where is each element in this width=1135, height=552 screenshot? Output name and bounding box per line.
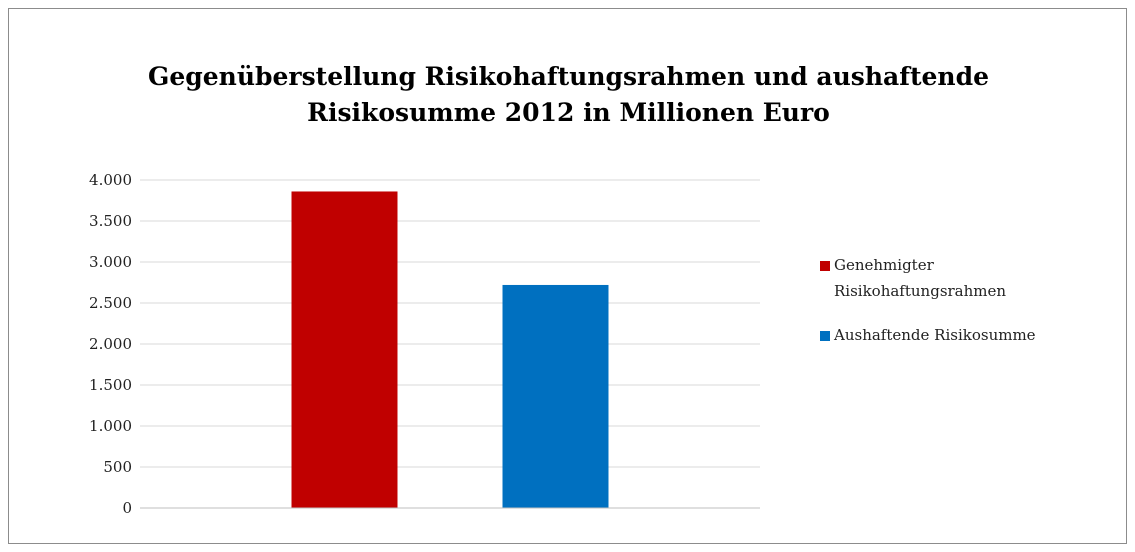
legend-swatch xyxy=(820,331,830,341)
legend-label: Genehmigter Risikohaftungsrahmen xyxy=(834,256,1007,300)
legend-label: Aushaftende Risikosumme xyxy=(834,326,1036,344)
bar-genehmigter-risikohaftungsrahmen xyxy=(291,191,398,509)
bars xyxy=(291,191,609,509)
gridlines xyxy=(140,179,760,509)
bar-aushaftende-risikosumme xyxy=(502,284,609,508)
y-tick-label: 0 xyxy=(122,499,132,517)
y-tick-label: 2.500 xyxy=(89,294,132,312)
chart-title-line-2: Risikosumme 2012 in Millionen Euro xyxy=(307,98,830,127)
y-tick-label: 4.000 xyxy=(89,171,132,189)
y-tick-label: 1.500 xyxy=(89,376,132,394)
y-tick-label: 3.000 xyxy=(89,253,132,271)
y-tick-label: 3.500 xyxy=(89,212,132,230)
y-axis-ticks: 0 500 1.000 1.500 2.000 2.500 3.000 3.500 4.000 xyxy=(89,171,132,517)
chart-legend: Genehmigter Risikohaftungsrahmen Aushafte… xyxy=(820,252,1110,366)
y-tick-label: 500 xyxy=(103,458,132,476)
legend-swatch xyxy=(820,261,830,271)
y-tick-label: 1.000 xyxy=(89,417,132,435)
chart-title-line-1: Gegenüberstellung Risikohaftungsrahmen u… xyxy=(148,62,989,91)
y-tick-label: 2.000 xyxy=(89,335,132,353)
chart-title: Gegenüberstellung Risikohaftungsrahmen u… xyxy=(9,59,1128,131)
legend-item: Genehmigter Risikohaftungsrahmen xyxy=(820,252,1110,304)
legend-item: Aushaftende Risikosumme xyxy=(820,322,1110,348)
